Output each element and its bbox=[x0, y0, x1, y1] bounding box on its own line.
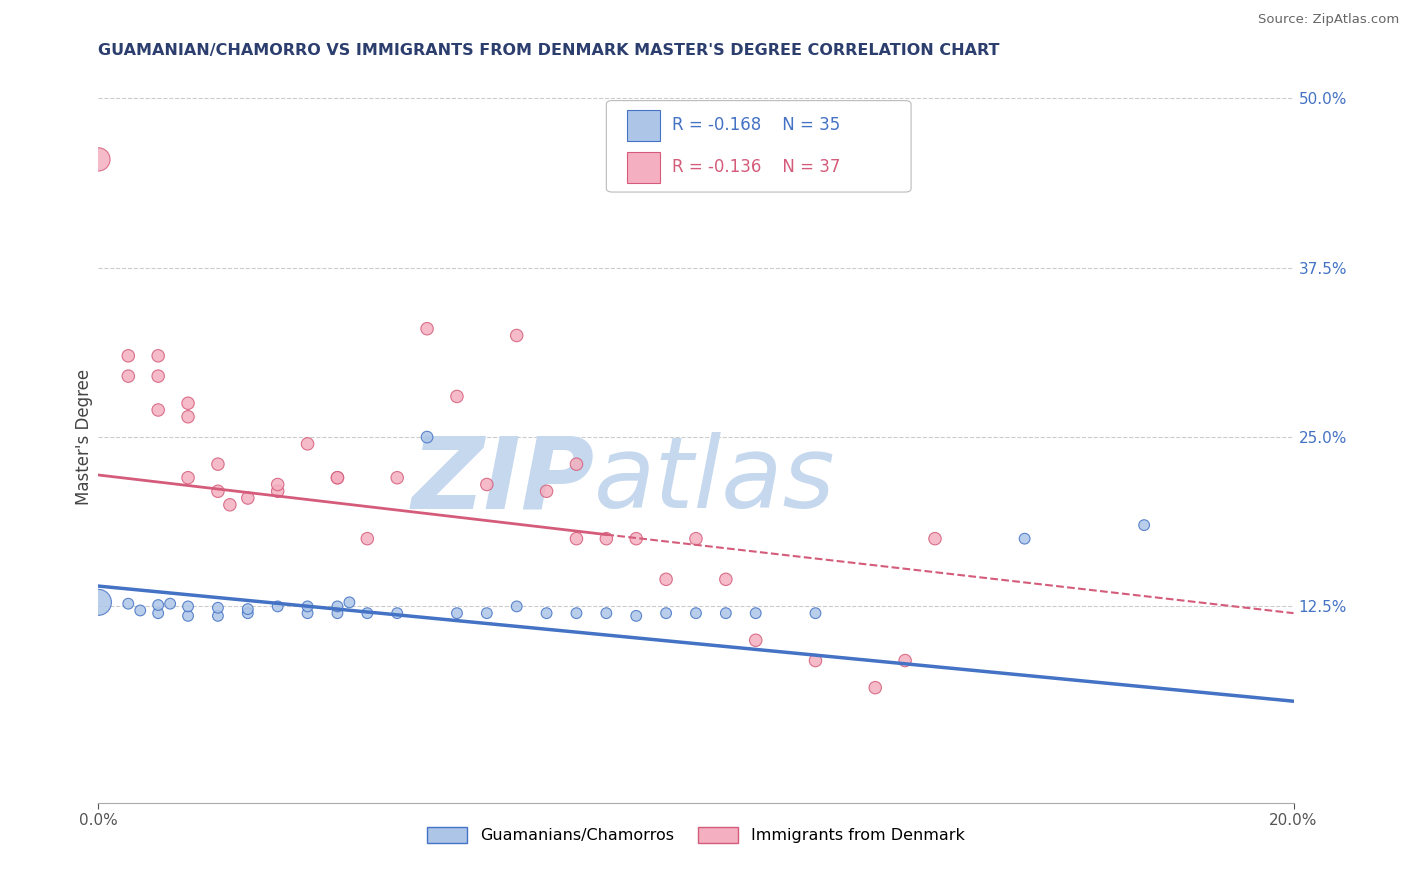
Point bbox=[626, 532, 648, 546]
Text: GUAMANIAN/CHAMORRO VS IMMIGRANTS FROM DENMARK MASTER'S DEGREE CORRELATION CHART: GUAMANIAN/CHAMORRO VS IMMIGRANTS FROM DE… bbox=[98, 43, 1000, 58]
Point bbox=[339, 595, 361, 609]
Point bbox=[536, 606, 558, 620]
Point bbox=[685, 606, 707, 620]
Point bbox=[177, 396, 200, 410]
Point bbox=[385, 471, 409, 485]
Point bbox=[129, 603, 152, 617]
Point bbox=[385, 606, 409, 620]
Point bbox=[506, 599, 529, 614]
Point bbox=[207, 608, 229, 623]
Point bbox=[117, 369, 139, 384]
Point bbox=[626, 608, 648, 623]
Point bbox=[117, 349, 139, 363]
Point bbox=[207, 457, 229, 471]
FancyBboxPatch shape bbox=[606, 101, 911, 192]
Point bbox=[297, 599, 319, 614]
Point bbox=[326, 606, 349, 620]
Point bbox=[416, 322, 439, 336]
Point bbox=[655, 606, 678, 620]
Point bbox=[714, 572, 737, 586]
Point bbox=[565, 457, 588, 471]
Point bbox=[595, 606, 617, 620]
Point bbox=[177, 608, 200, 623]
Point bbox=[148, 598, 170, 612]
Point bbox=[595, 532, 617, 546]
Point bbox=[1133, 518, 1156, 533]
Point bbox=[207, 484, 229, 499]
Point bbox=[219, 498, 242, 512]
Point bbox=[87, 153, 110, 167]
Point bbox=[924, 532, 946, 546]
Point bbox=[236, 602, 259, 616]
Point bbox=[565, 606, 588, 620]
Point bbox=[446, 389, 468, 403]
Legend: Guamanians/Chamorros, Immigrants from Denmark: Guamanians/Chamorros, Immigrants from De… bbox=[420, 821, 972, 850]
Point bbox=[655, 572, 678, 586]
Point bbox=[685, 532, 707, 546]
Point bbox=[1014, 532, 1036, 546]
Point bbox=[267, 484, 290, 499]
Point bbox=[326, 599, 349, 614]
Point bbox=[117, 597, 139, 611]
Point bbox=[177, 409, 200, 424]
FancyBboxPatch shape bbox=[627, 152, 661, 183]
Y-axis label: Master's Degree: Master's Degree bbox=[75, 369, 93, 505]
Point bbox=[745, 633, 768, 648]
Point bbox=[297, 437, 319, 451]
Point bbox=[446, 606, 468, 620]
Text: R = -0.136    N = 37: R = -0.136 N = 37 bbox=[672, 159, 841, 177]
Text: R = -0.168    N = 35: R = -0.168 N = 35 bbox=[672, 116, 841, 135]
Point bbox=[148, 403, 170, 417]
Point bbox=[536, 484, 558, 499]
Point bbox=[326, 471, 349, 485]
Point bbox=[356, 532, 378, 546]
Point bbox=[804, 606, 827, 620]
Point bbox=[267, 599, 290, 614]
Text: Source: ZipAtlas.com: Source: ZipAtlas.com bbox=[1258, 13, 1399, 27]
Point bbox=[565, 532, 588, 546]
Point bbox=[326, 471, 349, 485]
Point bbox=[894, 654, 917, 668]
Point bbox=[745, 606, 768, 620]
Point bbox=[356, 606, 378, 620]
Point bbox=[475, 606, 498, 620]
Point bbox=[148, 369, 170, 384]
Point bbox=[267, 477, 290, 491]
Point bbox=[506, 328, 529, 343]
Point bbox=[236, 491, 259, 505]
Point bbox=[148, 606, 170, 620]
FancyBboxPatch shape bbox=[627, 110, 661, 141]
Point bbox=[804, 654, 827, 668]
Point bbox=[865, 681, 887, 695]
Text: atlas: atlas bbox=[595, 433, 837, 530]
Point bbox=[148, 349, 170, 363]
Point bbox=[87, 595, 110, 609]
Point bbox=[714, 606, 737, 620]
Point bbox=[177, 599, 200, 614]
Point bbox=[475, 477, 498, 491]
Point bbox=[236, 606, 259, 620]
Text: ZIP: ZIP bbox=[412, 433, 595, 530]
Point bbox=[297, 606, 319, 620]
Point bbox=[177, 471, 200, 485]
Point bbox=[159, 597, 181, 611]
Point bbox=[416, 430, 439, 444]
Point bbox=[207, 600, 229, 615]
